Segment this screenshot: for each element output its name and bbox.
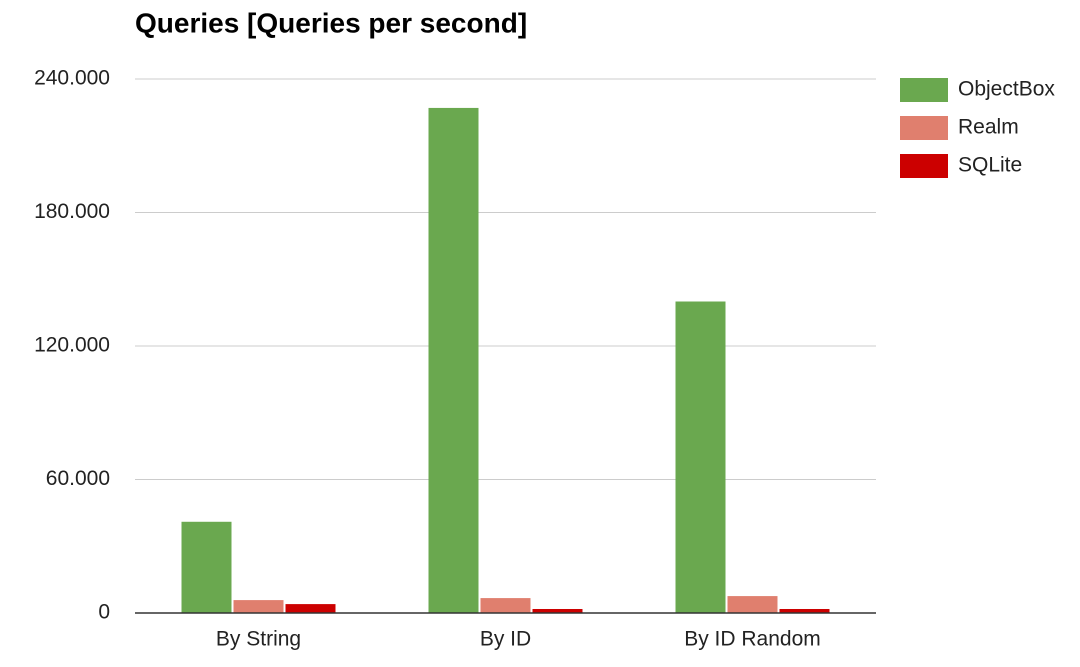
x-tick-label: By ID Random [684, 628, 821, 651]
bar [779, 608, 830, 613]
y-tick-label: 180.000 [34, 200, 110, 223]
legend-swatch [900, 78, 948, 102]
legend-label: Realm [958, 116, 1019, 139]
x-tick-label: By String [216, 628, 301, 651]
bar [285, 604, 336, 613]
bar [480, 598, 531, 613]
legend-swatch [900, 116, 948, 140]
y-tick-label: 240.000 [34, 67, 110, 90]
y-tick-label: 120.000 [34, 334, 110, 357]
x-tick-label: By ID [480, 628, 531, 651]
legend-label: SQLite [958, 154, 1022, 177]
bar [532, 608, 583, 613]
y-tick-label: 60.000 [46, 467, 110, 490]
y-tick-label: 0 [98, 601, 110, 624]
legend-swatch [900, 154, 948, 178]
bar [675, 301, 726, 613]
bar [233, 600, 284, 613]
bar [428, 107, 479, 614]
chart-title: Queries [Queries per second] [135, 7, 527, 38]
bar [181, 521, 232, 613]
legend-label: ObjectBox [958, 78, 1055, 101]
bar [727, 596, 778, 613]
